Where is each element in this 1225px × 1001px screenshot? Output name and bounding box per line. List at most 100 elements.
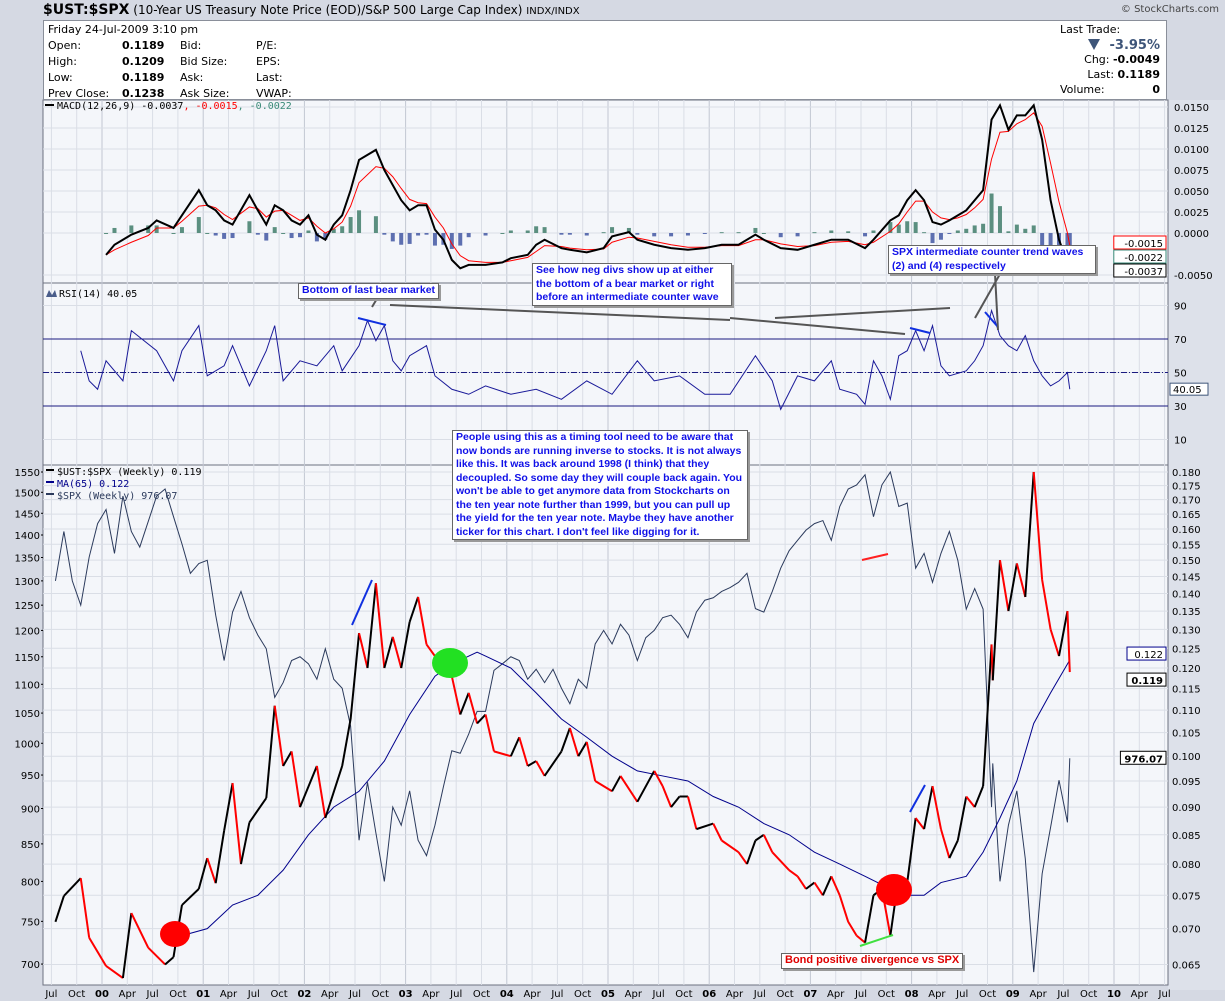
ratio-line-segment xyxy=(374,583,386,669)
macd-histogram-bar xyxy=(601,232,606,234)
price-legend-swatch xyxy=(46,481,54,483)
macd-histogram-bar xyxy=(171,233,176,234)
ratio-line-segment xyxy=(585,741,597,782)
right-axis-tick-label: 0.105 xyxy=(1172,729,1201,740)
ratio-line-segment xyxy=(1032,471,1044,580)
macd-histogram-bar xyxy=(1006,231,1011,233)
x-tick-label: Oct xyxy=(675,989,692,1000)
ratio-line-segment xyxy=(231,782,242,865)
ratio-line-segment xyxy=(88,937,107,967)
macd-histogram-bar xyxy=(255,233,260,235)
ratio-line-segment xyxy=(290,751,302,808)
x-tick-label: 02 xyxy=(297,989,311,1000)
ratio-line-segment xyxy=(408,596,420,623)
macd-histogram-bar xyxy=(416,233,421,236)
ask-label: Ask: xyxy=(180,71,204,84)
macd-legend-item: , -0.0015 xyxy=(183,101,237,112)
macd-histogram-bar xyxy=(812,232,817,234)
chg-value: -0.0049 xyxy=(1112,53,1160,66)
last-label: Last: xyxy=(1087,68,1115,81)
macd-histogram-bar xyxy=(306,230,311,233)
ma-value-tag-text: 0.122 xyxy=(1134,650,1163,661)
macd-histogram-bar xyxy=(702,233,707,234)
prev-close-label: Prev Close: xyxy=(48,87,110,100)
macd-histogram-bar xyxy=(331,228,336,233)
macd-histogram-bar xyxy=(964,228,969,233)
macd-histogram-bar xyxy=(896,224,901,233)
right-axis-tick-label: 0.120 xyxy=(1172,664,1201,675)
x-tick-label: Apr xyxy=(827,989,845,1000)
eps-label: EPS: xyxy=(256,55,281,68)
macd-value-tag xyxy=(1113,263,1167,278)
rsi-tick-label: 50 xyxy=(1174,369,1187,380)
x-tick-label: Apr xyxy=(928,989,946,1000)
macd-tick-label: 0.0025 xyxy=(1174,208,1209,219)
ratio-line-segment xyxy=(1041,579,1052,630)
ratio-line-segment xyxy=(998,559,1010,612)
ratio-line-segment xyxy=(197,857,209,890)
ratio-line-segment xyxy=(991,560,1001,681)
rsi-tick-label: 10 xyxy=(1174,436,1187,447)
ratio-line-segment xyxy=(206,857,217,884)
ratio-line-segment xyxy=(762,834,774,853)
right-axis-tick-label: 0.160 xyxy=(1172,525,1201,536)
ratio-line-segment xyxy=(518,736,529,767)
macd-histogram-bar xyxy=(357,210,362,233)
x-tick-label: Apr xyxy=(119,989,137,1000)
x-tick-label: Oct xyxy=(473,989,490,1000)
ratio-line-segment xyxy=(425,643,436,657)
right-axis-tick-label: 0.175 xyxy=(1172,482,1201,493)
ratio-line-segment xyxy=(79,878,91,938)
ratio-line-segment xyxy=(847,921,858,937)
callout-pointer xyxy=(371,296,379,308)
x-tick-label: Jul xyxy=(1056,989,1069,1000)
x-tick-label: Oct xyxy=(270,989,287,1000)
rsi-indicator-icon xyxy=(46,290,57,297)
right-axis-tick-label: 0.150 xyxy=(1172,556,1201,567)
trendline-annotation xyxy=(909,784,926,813)
macd-histogram-bar xyxy=(913,222,918,233)
macd-histogram-bar xyxy=(1014,224,1019,233)
callout-pointer xyxy=(994,273,999,331)
ratio-line-segment xyxy=(906,817,917,883)
macd-signal-tag-text: -0.0015 xyxy=(1124,239,1163,250)
left-axis-tick-label: 1450 xyxy=(15,509,40,520)
rsi-tick-label: 70 xyxy=(1174,335,1187,346)
copyright[interactable]: © StockCharts.com xyxy=(1120,4,1219,15)
trendline-annotation xyxy=(357,317,387,326)
ratio-line-segment xyxy=(855,934,866,944)
macd-histogram-bar xyxy=(626,227,631,233)
ratio-line-segment xyxy=(568,727,580,757)
macd-histogram-bar xyxy=(1023,228,1028,233)
macd-histogram-bar xyxy=(761,233,766,234)
x-tick-label: Jul xyxy=(146,989,159,1000)
left-axis-tick-label: 1300 xyxy=(15,577,40,588)
x-tick-label: Apr xyxy=(321,989,339,1000)
vwap-label: VWAP: xyxy=(256,87,292,100)
last-value: 0.1189 xyxy=(1117,68,1160,81)
x-tick-label: 08 xyxy=(905,989,919,1000)
last-label-2: Last: xyxy=(256,71,283,84)
macd-line xyxy=(105,102,1071,270)
x-tick-label: Apr xyxy=(523,989,541,1000)
high-value: 0.1209 xyxy=(122,55,165,68)
macd-value-tag-text: -0.0037 xyxy=(1124,267,1163,278)
ratio-line-segment xyxy=(349,632,361,720)
ratio-line-segment xyxy=(459,692,470,715)
ratio-line-segment xyxy=(450,675,462,715)
macd-histogram-bar xyxy=(373,216,378,233)
ratio-line-segment xyxy=(214,830,226,884)
rsi-line xyxy=(80,308,1071,411)
quote-panel: Friday 24-Jul-2009 3:10 pm Open: 0.1189 … xyxy=(43,20,1167,100)
high-label: High: xyxy=(48,55,77,68)
macd-histogram-bar xyxy=(525,230,530,233)
macd-histogram-bar xyxy=(567,233,572,235)
x-tick-label: Oct xyxy=(1080,989,1097,1000)
trendline-annotation xyxy=(909,327,931,334)
spx-value-tag-text: 976.07 xyxy=(1124,754,1163,765)
macd-histogram-bar xyxy=(264,233,269,241)
left-axis-tick-label: 850 xyxy=(21,840,40,851)
ratio-line-segment xyxy=(712,823,723,841)
macd-histogram-bar xyxy=(222,233,227,239)
